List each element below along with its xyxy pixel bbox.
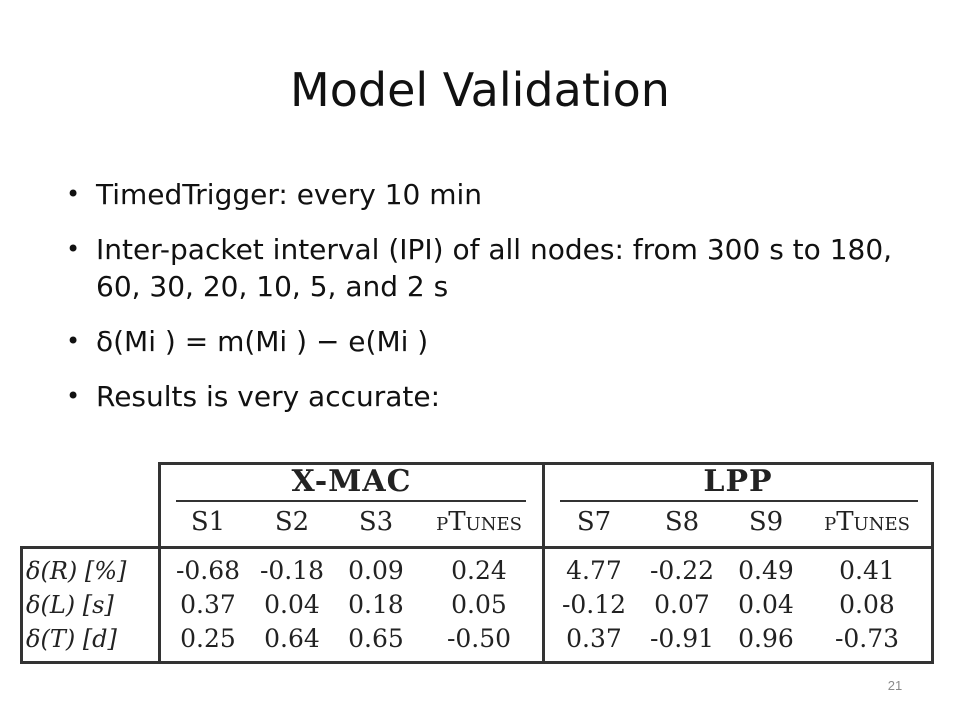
- table-cell: 0.65: [348, 624, 404, 653]
- table-cell: -0.68: [175, 556, 241, 585]
- row-label: δ(R) [%]: [26, 557, 127, 585]
- slide-title: Model Validation: [290, 63, 670, 117]
- table-cell: 0.04: [738, 590, 794, 619]
- row-label: δ(L) [s]: [26, 591, 114, 619]
- table-cell: 4.77: [566, 556, 622, 585]
- group-header-xmac: X-MAC: [291, 464, 412, 499]
- xmac-group-rule: [176, 500, 526, 502]
- bullet-item: • δ(Mi ) = m(Mi ) − e(Mi ): [62, 323, 922, 360]
- page-number: 21: [887, 678, 903, 693]
- bullet-item: • Inter-packet interval (IPI) of all nod…: [62, 231, 922, 305]
- bullet-dot-icon: •: [66, 180, 81, 208]
- bullet-text: TimedTrigger: every 10 min: [96, 178, 483, 211]
- table-cell: 0.96: [738, 624, 794, 653]
- table-cell: 0.64: [264, 624, 320, 653]
- column-header: S7: [576, 507, 612, 537]
- column-header: S3: [358, 507, 394, 537]
- column-header: S2: [274, 507, 310, 537]
- table-cell: 0.04: [264, 590, 320, 619]
- column-header: pTunes: [436, 507, 522, 537]
- table-cell: 0.09: [348, 556, 404, 585]
- table-cell: 0.05: [451, 590, 507, 619]
- table-cell: 0.08: [839, 590, 895, 619]
- table-cell: -0.50: [446, 624, 512, 653]
- column-header: pTunes: [824, 507, 910, 537]
- table-cell: 0.24: [451, 556, 507, 585]
- bullet-text: δ(Mi ) = m(Mi ) − e(Mi ): [96, 325, 429, 358]
- table-cell: -0.12: [561, 590, 627, 619]
- table-cell: -0.91: [649, 624, 715, 653]
- table-group-divider: [542, 462, 545, 664]
- table-cell: -0.18: [259, 556, 325, 585]
- table-cell: 0.25: [180, 624, 236, 653]
- column-header: S8: [664, 507, 700, 537]
- row-label: δ(T) [d]: [26, 625, 117, 653]
- lpp-group-rule: [560, 500, 918, 502]
- table-stub-divider: [158, 546, 161, 664]
- table-cell: 0.37: [180, 590, 236, 619]
- column-header: S1: [190, 507, 226, 537]
- bullet-text: Results is very accurate:: [96, 380, 441, 413]
- bullet-item: • TimedTrigger: every 10 min: [62, 176, 922, 213]
- table-cell: -0.22: [649, 556, 715, 585]
- results-table: X-MAC LPP S1 S2 S3 pTunes S7 S8 S9 pTune…: [20, 462, 934, 664]
- table-cell: -0.73: [834, 624, 900, 653]
- table-cell: 0.49: [738, 556, 794, 585]
- table-cell: 0.07: [654, 590, 710, 619]
- table-cell: 0.37: [566, 624, 622, 653]
- bullet-item: • Results is very accurate:: [62, 378, 922, 415]
- group-header-lpp: LPP: [703, 464, 773, 499]
- bullet-dot-icon: •: [66, 382, 81, 410]
- table-body-frame: [20, 546, 934, 664]
- column-header: S9: [748, 507, 784, 537]
- table-cell: 0.41: [839, 556, 895, 585]
- bullet-text: Inter-packet interval (IPI) of all nodes…: [96, 233, 893, 303]
- bullet-dot-icon: •: [66, 327, 81, 355]
- table-header-frame: [158, 462, 934, 546]
- bullet-list: • TimedTrigger: every 10 min • Inter-pac…: [62, 176, 922, 433]
- bullet-dot-icon: •: [66, 235, 81, 263]
- table-cell: 0.18: [348, 590, 404, 619]
